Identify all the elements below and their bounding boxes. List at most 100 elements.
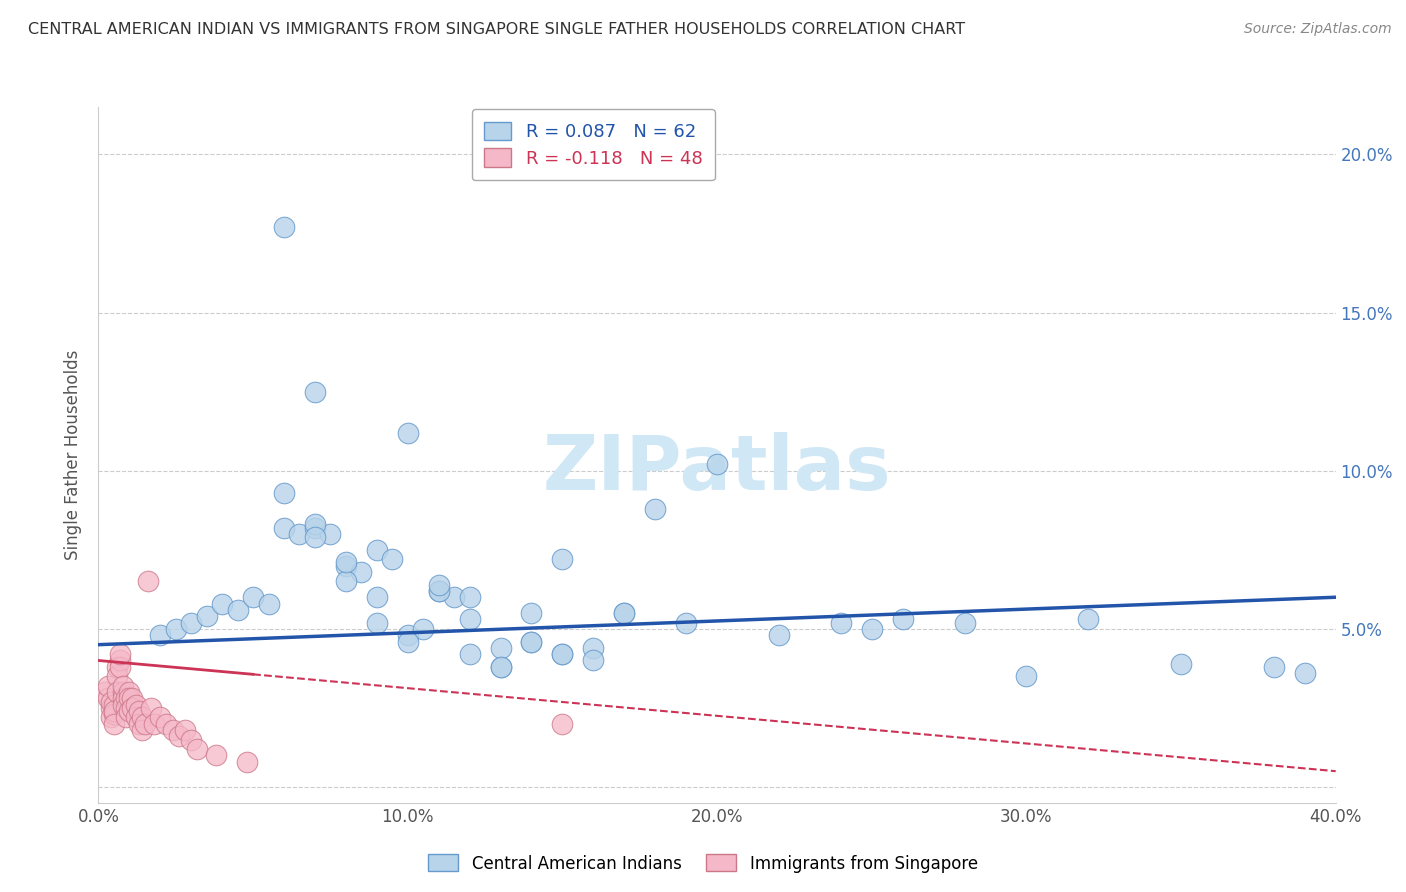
Point — [128, 716, 150, 731]
Point — [381, 552, 404, 566]
Point — [613, 606, 636, 620]
Point — [105, 660, 128, 674]
Point — [458, 647, 481, 661]
Point — [103, 716, 125, 731]
Point — [1263, 660, 1285, 674]
Text: ZIPatlas: ZIPatlas — [543, 432, 891, 506]
Point — [304, 521, 326, 535]
Point — [489, 660, 512, 674]
Point — [427, 583, 450, 598]
Point — [830, 615, 852, 630]
Point — [304, 530, 326, 544]
Point — [273, 486, 295, 500]
Point — [103, 704, 125, 718]
Point — [134, 716, 156, 731]
Point — [143, 716, 166, 731]
Point — [103, 698, 125, 712]
Point — [100, 710, 122, 724]
Point — [180, 732, 202, 747]
Point — [124, 710, 146, 724]
Point — [860, 622, 883, 636]
Point — [118, 704, 141, 718]
Point — [458, 591, 481, 605]
Point — [520, 634, 543, 648]
Point — [953, 615, 976, 630]
Point — [100, 701, 122, 715]
Legend: Central American Indians, Immigrants from Singapore: Central American Indians, Immigrants fro… — [422, 847, 984, 880]
Point — [128, 704, 150, 718]
Point — [551, 552, 574, 566]
Point — [112, 698, 135, 712]
Point — [396, 628, 419, 642]
Point — [93, 685, 115, 699]
Point — [427, 577, 450, 591]
Point — [165, 622, 187, 636]
Point — [675, 615, 697, 630]
Point — [427, 583, 450, 598]
Point — [319, 527, 342, 541]
Point — [366, 615, 388, 630]
Point — [396, 634, 419, 648]
Point — [121, 691, 143, 706]
Point — [136, 574, 159, 589]
Point — [1015, 669, 1038, 683]
Point — [520, 606, 543, 620]
Point — [273, 521, 295, 535]
Point — [108, 653, 131, 667]
Point — [551, 716, 574, 731]
Point — [396, 425, 419, 440]
Point — [112, 685, 135, 699]
Point — [582, 653, 605, 667]
Point — [115, 701, 138, 715]
Point — [335, 574, 357, 589]
Point — [195, 609, 218, 624]
Point — [205, 748, 228, 763]
Point — [350, 565, 373, 579]
Text: Source: ZipAtlas.com: Source: ZipAtlas.com — [1244, 22, 1392, 37]
Point — [121, 701, 143, 715]
Point — [112, 679, 135, 693]
Point — [613, 606, 636, 620]
Point — [211, 597, 233, 611]
Point — [273, 220, 295, 235]
Point — [1294, 666, 1316, 681]
Point — [1077, 612, 1099, 626]
Point — [1170, 657, 1192, 671]
Point — [458, 612, 481, 626]
Point — [489, 640, 512, 655]
Point — [768, 628, 790, 642]
Point — [149, 628, 172, 642]
Point — [118, 685, 141, 699]
Point — [335, 558, 357, 573]
Point — [288, 527, 311, 541]
Point — [162, 723, 184, 737]
Legend: R = 0.087   N = 62, R = -0.118   N = 48: R = 0.087 N = 62, R = -0.118 N = 48 — [471, 109, 716, 180]
Point — [118, 691, 141, 706]
Point — [105, 685, 128, 699]
Point — [304, 384, 326, 399]
Point — [186, 742, 208, 756]
Point — [131, 710, 153, 724]
Point — [139, 701, 162, 715]
Point — [443, 591, 465, 605]
Point — [551, 647, 574, 661]
Point — [366, 591, 388, 605]
Point — [105, 669, 128, 683]
Point — [366, 542, 388, 557]
Point — [551, 647, 574, 661]
Text: CENTRAL AMERICAN INDIAN VS IMMIGRANTS FROM SINGAPORE SINGLE FATHER HOUSEHOLDS CO: CENTRAL AMERICAN INDIAN VS IMMIGRANTS FR… — [28, 22, 966, 37]
Point — [167, 730, 190, 744]
Point — [582, 640, 605, 655]
Point — [115, 710, 138, 724]
Point — [489, 660, 512, 674]
Point — [124, 698, 146, 712]
Point — [108, 647, 131, 661]
Point — [103, 707, 125, 722]
Point — [131, 723, 153, 737]
Point — [112, 691, 135, 706]
Y-axis label: Single Father Households: Single Father Households — [65, 350, 83, 560]
Point — [257, 597, 280, 611]
Point — [644, 501, 666, 516]
Point — [149, 710, 172, 724]
Point — [891, 612, 914, 626]
